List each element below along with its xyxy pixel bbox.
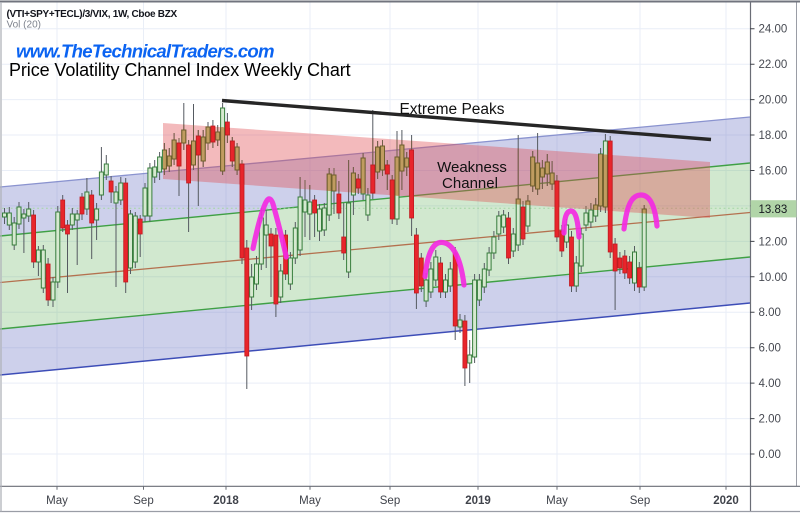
svg-text:8.00: 8.00	[759, 307, 781, 319]
svg-text:13.83: 13.83	[759, 204, 788, 216]
svg-text:2018: 2018	[213, 495, 239, 507]
svg-text:May: May	[46, 495, 68, 507]
svg-text:Vol (20): Vol (20)	[7, 20, 41, 31]
svg-text:18.00: 18.00	[759, 130, 788, 142]
svg-text:2019: 2019	[465, 495, 491, 507]
svg-text:6.00: 6.00	[759, 343, 781, 355]
svg-text:22.00: 22.00	[759, 59, 788, 71]
svg-text:2.00: 2.00	[759, 414, 781, 426]
svg-text:16.00: 16.00	[759, 166, 788, 178]
svg-text:Channel: Channel	[442, 175, 498, 192]
svg-text:Sep: Sep	[380, 495, 400, 507]
svg-text:2020: 2020	[713, 495, 739, 507]
svg-text:10.00: 10.00	[759, 272, 788, 284]
svg-text:12.00: 12.00	[759, 236, 788, 248]
svg-text:Weakness: Weakness	[437, 159, 507, 176]
svg-text:May: May	[299, 495, 321, 507]
svg-text:(VTI+SPY+TECL)/3/VIX, 1W, Cboe: (VTI+SPY+TECL)/3/VIX, 1W, Cboe BZX	[7, 9, 178, 20]
svg-text:Sep: Sep	[630, 495, 650, 507]
svg-text:24.00: 24.00	[759, 24, 788, 36]
svg-text:www.TheTechnicalTraders.com: www.TheTechnicalTraders.com	[16, 41, 274, 62]
svg-text:Extreme Peaks: Extreme Peaks	[399, 101, 504, 118]
svg-text:Price Volatility Channel Index: Price Volatility Channel Index Weekly Ch…	[9, 60, 351, 80]
svg-text:May: May	[546, 495, 568, 507]
svg-text:20.00: 20.00	[759, 95, 788, 107]
svg-text:4.00: 4.00	[759, 378, 781, 390]
svg-text:Sep: Sep	[133, 495, 153, 507]
svg-text:0.00: 0.00	[759, 449, 781, 461]
